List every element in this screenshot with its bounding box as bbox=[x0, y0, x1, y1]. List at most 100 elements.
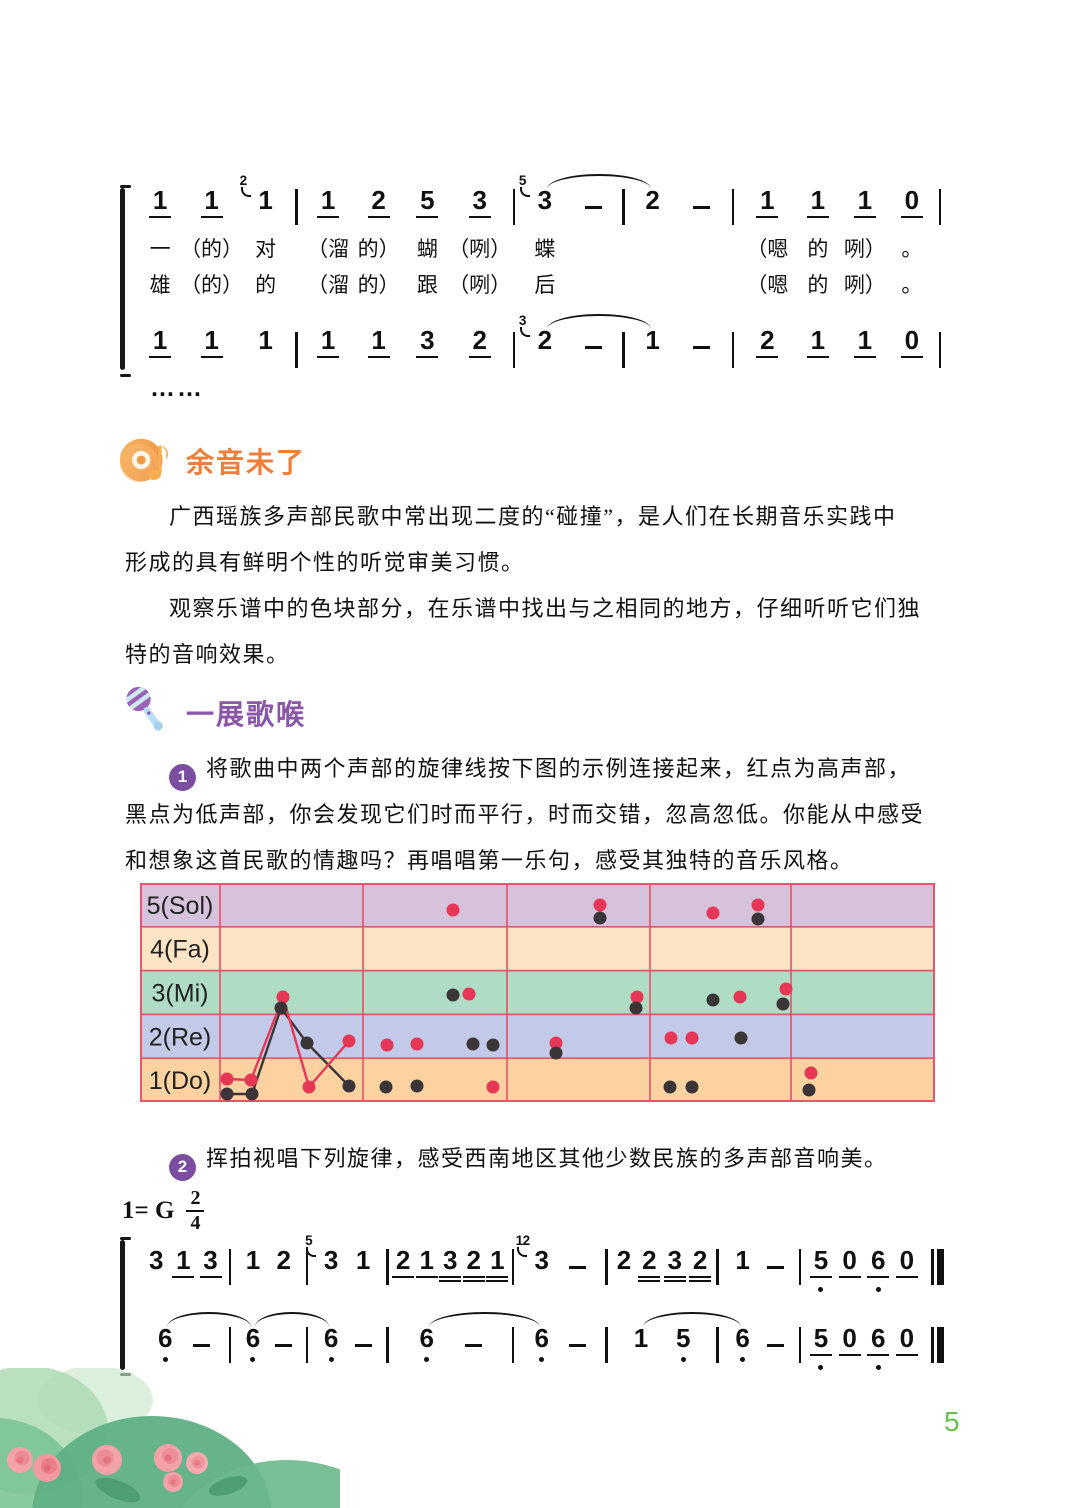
note: 2 bbox=[616, 1245, 632, 1275]
octave-dot bbox=[424, 1357, 430, 1362]
barline bbox=[386, 1249, 389, 1285]
octave-dot bbox=[818, 1365, 824, 1370]
barline bbox=[508, 186, 520, 372]
text-line: 观察乐谱中的色块部分，在乐谱中找出与之相同的地方，仔细听听它们独 bbox=[169, 596, 922, 621]
barline bbox=[605, 1327, 608, 1363]
task-item-1: 1 将歌曲中两个声部的旋律线按下图的示例连接起来，红点为高声部， 黑点为低声部，你会… bbox=[125, 746, 960, 884]
note: 5 bbox=[809, 1324, 832, 1370]
score-column: 0。。 0 bbox=[890, 186, 934, 372]
octave-dot bbox=[875, 1365, 881, 1370]
note: 2 bbox=[392, 1246, 415, 1278]
chart-dot-red bbox=[244, 1073, 258, 1087]
octave-dot bbox=[539, 1357, 545, 1362]
note: 2 bbox=[689, 1246, 712, 1283]
chart-dot-red bbox=[549, 1036, 563, 1050]
octave-dot bbox=[328, 1357, 334, 1362]
barline bbox=[305, 1327, 309, 1363]
key-signature: 1= G 2 4 bbox=[122, 1188, 205, 1234]
section2-title: 一展歌喉 bbox=[186, 698, 307, 731]
note: 1 bbox=[806, 186, 829, 218]
melody-grid-chart: 5(Sol) 4(Fa) 3(Mi) 2(Re) 1(Do) bbox=[140, 883, 935, 1107]
grace-note: 12 bbox=[515, 1233, 530, 1257]
row-label: 4(Fa) bbox=[150, 936, 210, 964]
note bbox=[569, 1324, 587, 1352]
chart-dot-red bbox=[733, 990, 747, 1004]
score-continuation-ellipsis: …… bbox=[150, 374, 204, 402]
note bbox=[465, 1324, 483, 1352]
lyric-line1: 的） bbox=[357, 237, 400, 261]
note bbox=[692, 186, 710, 214]
octave-dot bbox=[875, 1287, 881, 1292]
note: 1 bbox=[367, 326, 390, 358]
note: 2 bbox=[638, 1246, 661, 1283]
lyric-line1: 的 bbox=[807, 237, 829, 261]
chart-dot-red bbox=[630, 990, 644, 1004]
note: 1 bbox=[200, 326, 223, 358]
chart-dot-red bbox=[462, 987, 476, 1001]
chart-dot-black bbox=[245, 1087, 259, 1101]
chart-dot-black bbox=[466, 1037, 480, 1051]
measure: 6 bbox=[719, 1324, 799, 1374]
score-column: 1 （嗯 （嗯 2 bbox=[739, 186, 796, 372]
note: 6 bbox=[418, 1324, 436, 1362]
score-column: 2 的） 的） 1 bbox=[354, 186, 404, 372]
note: 3 12 bbox=[515, 1233, 549, 1275]
paragraph-1: 广西瑶族多声部民歌中常出现二度的“碰撞”，是人们在长期音乐实践中 形成的具有鲜明个… bbox=[125, 494, 960, 586]
task-item-2: 2 挥拍视唱下列旋律，感受西南地区其他少数民族的多声部音响美。 bbox=[125, 1136, 960, 1182]
chart-dot-black bbox=[549, 1046, 563, 1060]
chart-dot-red bbox=[220, 1072, 234, 1086]
chart-dot-red bbox=[751, 898, 765, 912]
lyric-line1: 蝶 bbox=[534, 237, 556, 261]
score-column: 5 蝴跟 3 bbox=[403, 186, 451, 372]
row-label: 1(Do) bbox=[149, 1067, 212, 1095]
barline bbox=[386, 1327, 389, 1363]
chart-dot-black bbox=[734, 1031, 748, 1045]
note bbox=[692, 326, 710, 354]
row-label: 3(Mi) bbox=[152, 980, 209, 1008]
measure: 6 bbox=[231, 1324, 305, 1374]
chart-dot-red bbox=[276, 990, 290, 1004]
slur-tie-arc bbox=[642, 1312, 741, 1327]
barline bbox=[228, 1327, 232, 1363]
barline bbox=[605, 1249, 608, 1285]
chart-dot-red bbox=[706, 906, 720, 920]
note: 1 bbox=[853, 186, 876, 218]
note: 0 bbox=[838, 1324, 861, 1356]
score-column bbox=[676, 186, 727, 372]
barline bbox=[618, 186, 630, 372]
note: 6 bbox=[322, 1324, 340, 1362]
grace-note: 2 bbox=[239, 173, 251, 197]
note: 0 bbox=[838, 1246, 861, 1278]
barline bbox=[727, 186, 739, 372]
text-line: 1 将歌曲中两个声部的旋律线按下图的示例连接起来，红点为高声部， bbox=[125, 746, 960, 792]
note: 2 bbox=[367, 186, 390, 218]
note: 2 bbox=[276, 1245, 291, 1275]
note: 0 bbox=[900, 326, 923, 358]
page-number: 5 bbox=[944, 1406, 960, 1437]
barline bbox=[716, 1249, 719, 1285]
time-signature: 2 4 bbox=[186, 1188, 205, 1234]
chart-dot-red bbox=[446, 903, 460, 917]
barline bbox=[511, 1249, 515, 1285]
paragraph-2: 观察乐谱中的色块部分，在乐谱中找出与之相同的地方，仔细听听它们独 特的音响效果。 bbox=[125, 586, 960, 678]
note bbox=[192, 1324, 210, 1352]
chart-dot-black bbox=[486, 1038, 500, 1052]
note: 2 bbox=[756, 326, 779, 358]
microphone-icon bbox=[122, 684, 163, 731]
note bbox=[354, 1324, 372, 1352]
note: 1 bbox=[317, 186, 340, 218]
note: 0 bbox=[900, 186, 923, 218]
note: 6 bbox=[867, 1324, 890, 1370]
note: 1 bbox=[355, 1245, 371, 1275]
note: 1 bbox=[756, 186, 779, 218]
row-label: 2(Re) bbox=[149, 1023, 212, 1051]
lyric-line2: 的 bbox=[255, 273, 277, 297]
final-double-barline bbox=[931, 1327, 944, 1363]
lyric-line2: 的 bbox=[807, 273, 829, 297]
